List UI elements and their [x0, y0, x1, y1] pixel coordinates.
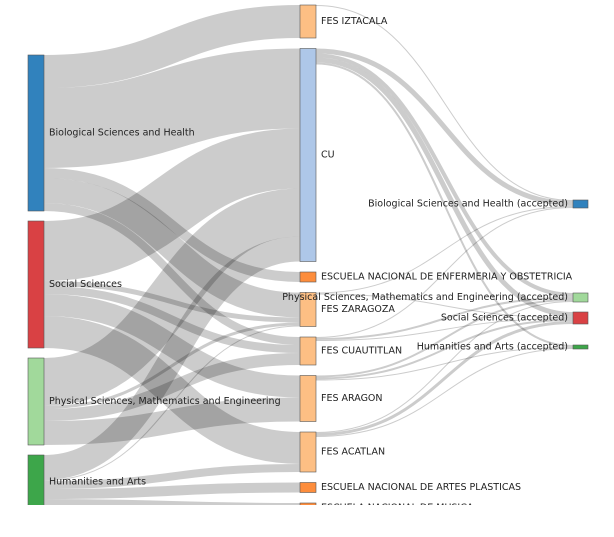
node	[299, 482, 317, 493]
link	[315, 297, 574, 340]
link	[43, 482, 301, 499]
node-label: Humanities and Arts	[49, 477, 146, 488]
link	[315, 62, 574, 347]
link	[315, 53, 574, 297]
link	[43, 499, 301, 505]
link	[42, 188, 302, 406]
link	[315, 293, 574, 318]
node-label: Social Sciences	[49, 279, 122, 290]
link	[315, 301, 574, 433]
node-label: Social Sciences (accepted)	[441, 313, 568, 324]
link	[315, 207, 574, 338]
node-label: ESCUELA NACIONAL DE MUSICA	[321, 503, 474, 514]
link	[43, 325, 301, 481]
link	[315, 299, 574, 378]
link	[315, 206, 574, 294]
node	[27, 454, 45, 505]
link	[43, 294, 301, 398]
node-label: CU	[321, 150, 335, 161]
nodes: Biological Sciences and Health Social Sci…	[27, 4, 589, 514]
node	[27, 54, 45, 212]
link	[315, 318, 574, 341]
link	[43, 397, 301, 445]
node-label: Physical Sciences, Mathematics and Engin…	[49, 396, 281, 407]
link	[315, 321, 574, 436]
node	[299, 375, 317, 422]
node	[299, 431, 317, 473]
node-label: FES ZARAGOZA	[321, 304, 395, 315]
node-label: FES CUAUTITLAN	[321, 346, 402, 357]
link	[43, 128, 301, 281]
node	[572, 199, 589, 209]
node	[299, 48, 317, 262]
node-label: Biological Sciences and Health	[49, 128, 195, 139]
node-label: FES ACATLAN	[321, 447, 385, 458]
node	[299, 4, 317, 39]
link	[315, 348, 574, 437]
link	[43, 322, 301, 409]
link	[43, 464, 301, 489]
link	[43, 168, 301, 282]
link	[315, 48, 574, 206]
node-label: Physical Sciences, Mathematics and Engin…	[282, 292, 568, 303]
link	[43, 178, 301, 318]
link	[43, 281, 301, 323]
node	[27, 220, 45, 349]
node-label: ESCUELA NACIONAL DE ARTES PLASTICAS	[321, 482, 521, 493]
node-label: Humanities and Arts (accepted)	[417, 342, 568, 353]
link	[43, 353, 301, 421]
node-label: FES ARAGON	[321, 393, 383, 404]
node	[299, 336, 317, 366]
link	[43, 316, 301, 464]
node	[572, 292, 589, 303]
node-label: FES IZTACALA	[321, 16, 388, 27]
link	[315, 57, 574, 317]
node	[299, 271, 317, 283]
node	[299, 502, 317, 505]
node-label: Biological Sciences and Health (accepted…	[368, 199, 568, 210]
link	[315, 5, 574, 201]
links	[42, 5, 574, 505]
node	[27, 357, 45, 446]
link	[43, 5, 301, 88]
node	[299, 292, 317, 327]
link	[315, 319, 574, 380]
link	[43, 236, 301, 480]
link	[315, 347, 574, 381]
link	[43, 203, 301, 345]
node-label: ESCUELA NACIONAL DE ENFERMERIA Y OBSTETR…	[321, 272, 573, 283]
link	[43, 286, 301, 353]
node	[572, 311, 589, 325]
node	[572, 344, 589, 350]
link	[43, 48, 301, 168]
